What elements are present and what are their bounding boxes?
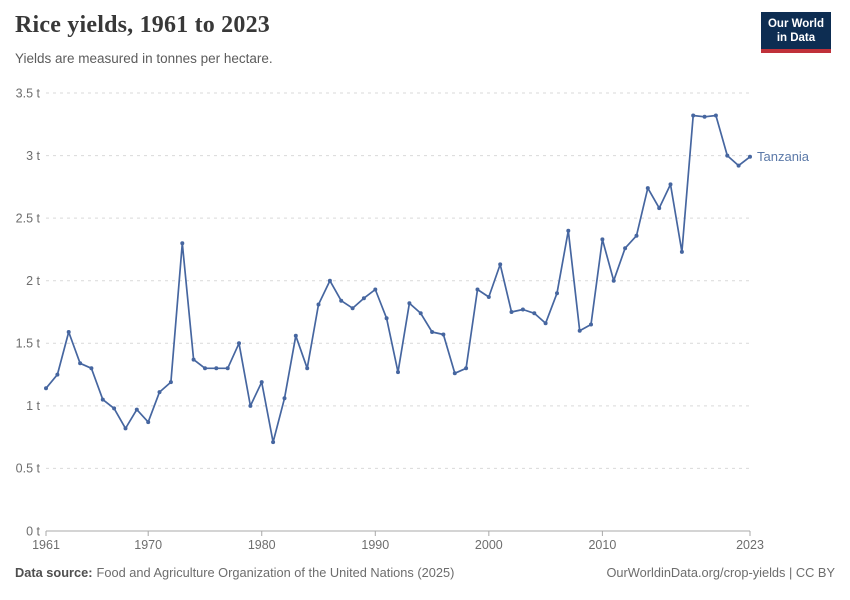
svg-text:2010: 2010 (588, 538, 616, 552)
footer: Data source: Food and Agriculture Organiz… (15, 565, 835, 580)
datasource-label: Data source: (15, 565, 93, 580)
page-title: Rice yields, 1961 to 2023 (15, 12, 270, 38)
owid-logo-line2: in Data (776, 32, 816, 45)
svg-text:1980: 1980 (248, 538, 276, 552)
y-axis-labels: 0 t 0.5 t 1 t 1.5 t 2 t 2.5 t 3 t 3.5 t (16, 86, 41, 538)
owid-logo[interactable]: Our World in Data (760, 12, 831, 53)
svg-text:2023: 2023 (736, 538, 764, 552)
datasource-text: Food and Agriculture Organization of the… (96, 565, 455, 580)
svg-text:0 t: 0 t (26, 524, 40, 538)
data-points[interactable] (44, 113, 752, 445)
attribution-link[interactable]: OurWorldinData.org/crop-yields | CC BY (606, 565, 835, 580)
x-axis (45, 530, 751, 536)
svg-text:1 t: 1 t (26, 399, 40, 413)
x-axis-labels: 1961 1970 1980 1990 2000 2010 2023 (32, 538, 764, 552)
svg-text:2.5 t: 2.5 t (16, 211, 41, 225)
entity-label[interactable]: Tanzania (757, 149, 810, 164)
y-gridlines (46, 92, 750, 469)
datasource: Data source: Food and Agriculture Organiz… (15, 565, 454, 580)
page-subtitle: Yields are measured in tonnes per hectar… (15, 51, 273, 66)
svg-text:0.5 t: 0.5 t (16, 462, 41, 476)
series-line[interactable] (45, 114, 751, 443)
svg-text:1970: 1970 (134, 538, 162, 552)
svg-text:1.5 t: 1.5 t (16, 337, 41, 351)
owid-logo-line1: Our World (767, 18, 824, 30)
svg-text:3.5 t: 3.5 t (16, 86, 41, 100)
svg-text:2000: 2000 (475, 538, 503, 552)
line-chart-svg[interactable]: 0 t 0.5 t 1 t 1.5 t 2 t 2.5 t 3 t 3.5 t 1961 1970… (0, 85, 850, 565)
svg-text:1990: 1990 (361, 538, 389, 552)
svg-text:1961: 1961 (32, 538, 60, 552)
svg-text:3 t: 3 t (26, 149, 40, 163)
svg-text:2 t: 2 t (26, 274, 40, 288)
